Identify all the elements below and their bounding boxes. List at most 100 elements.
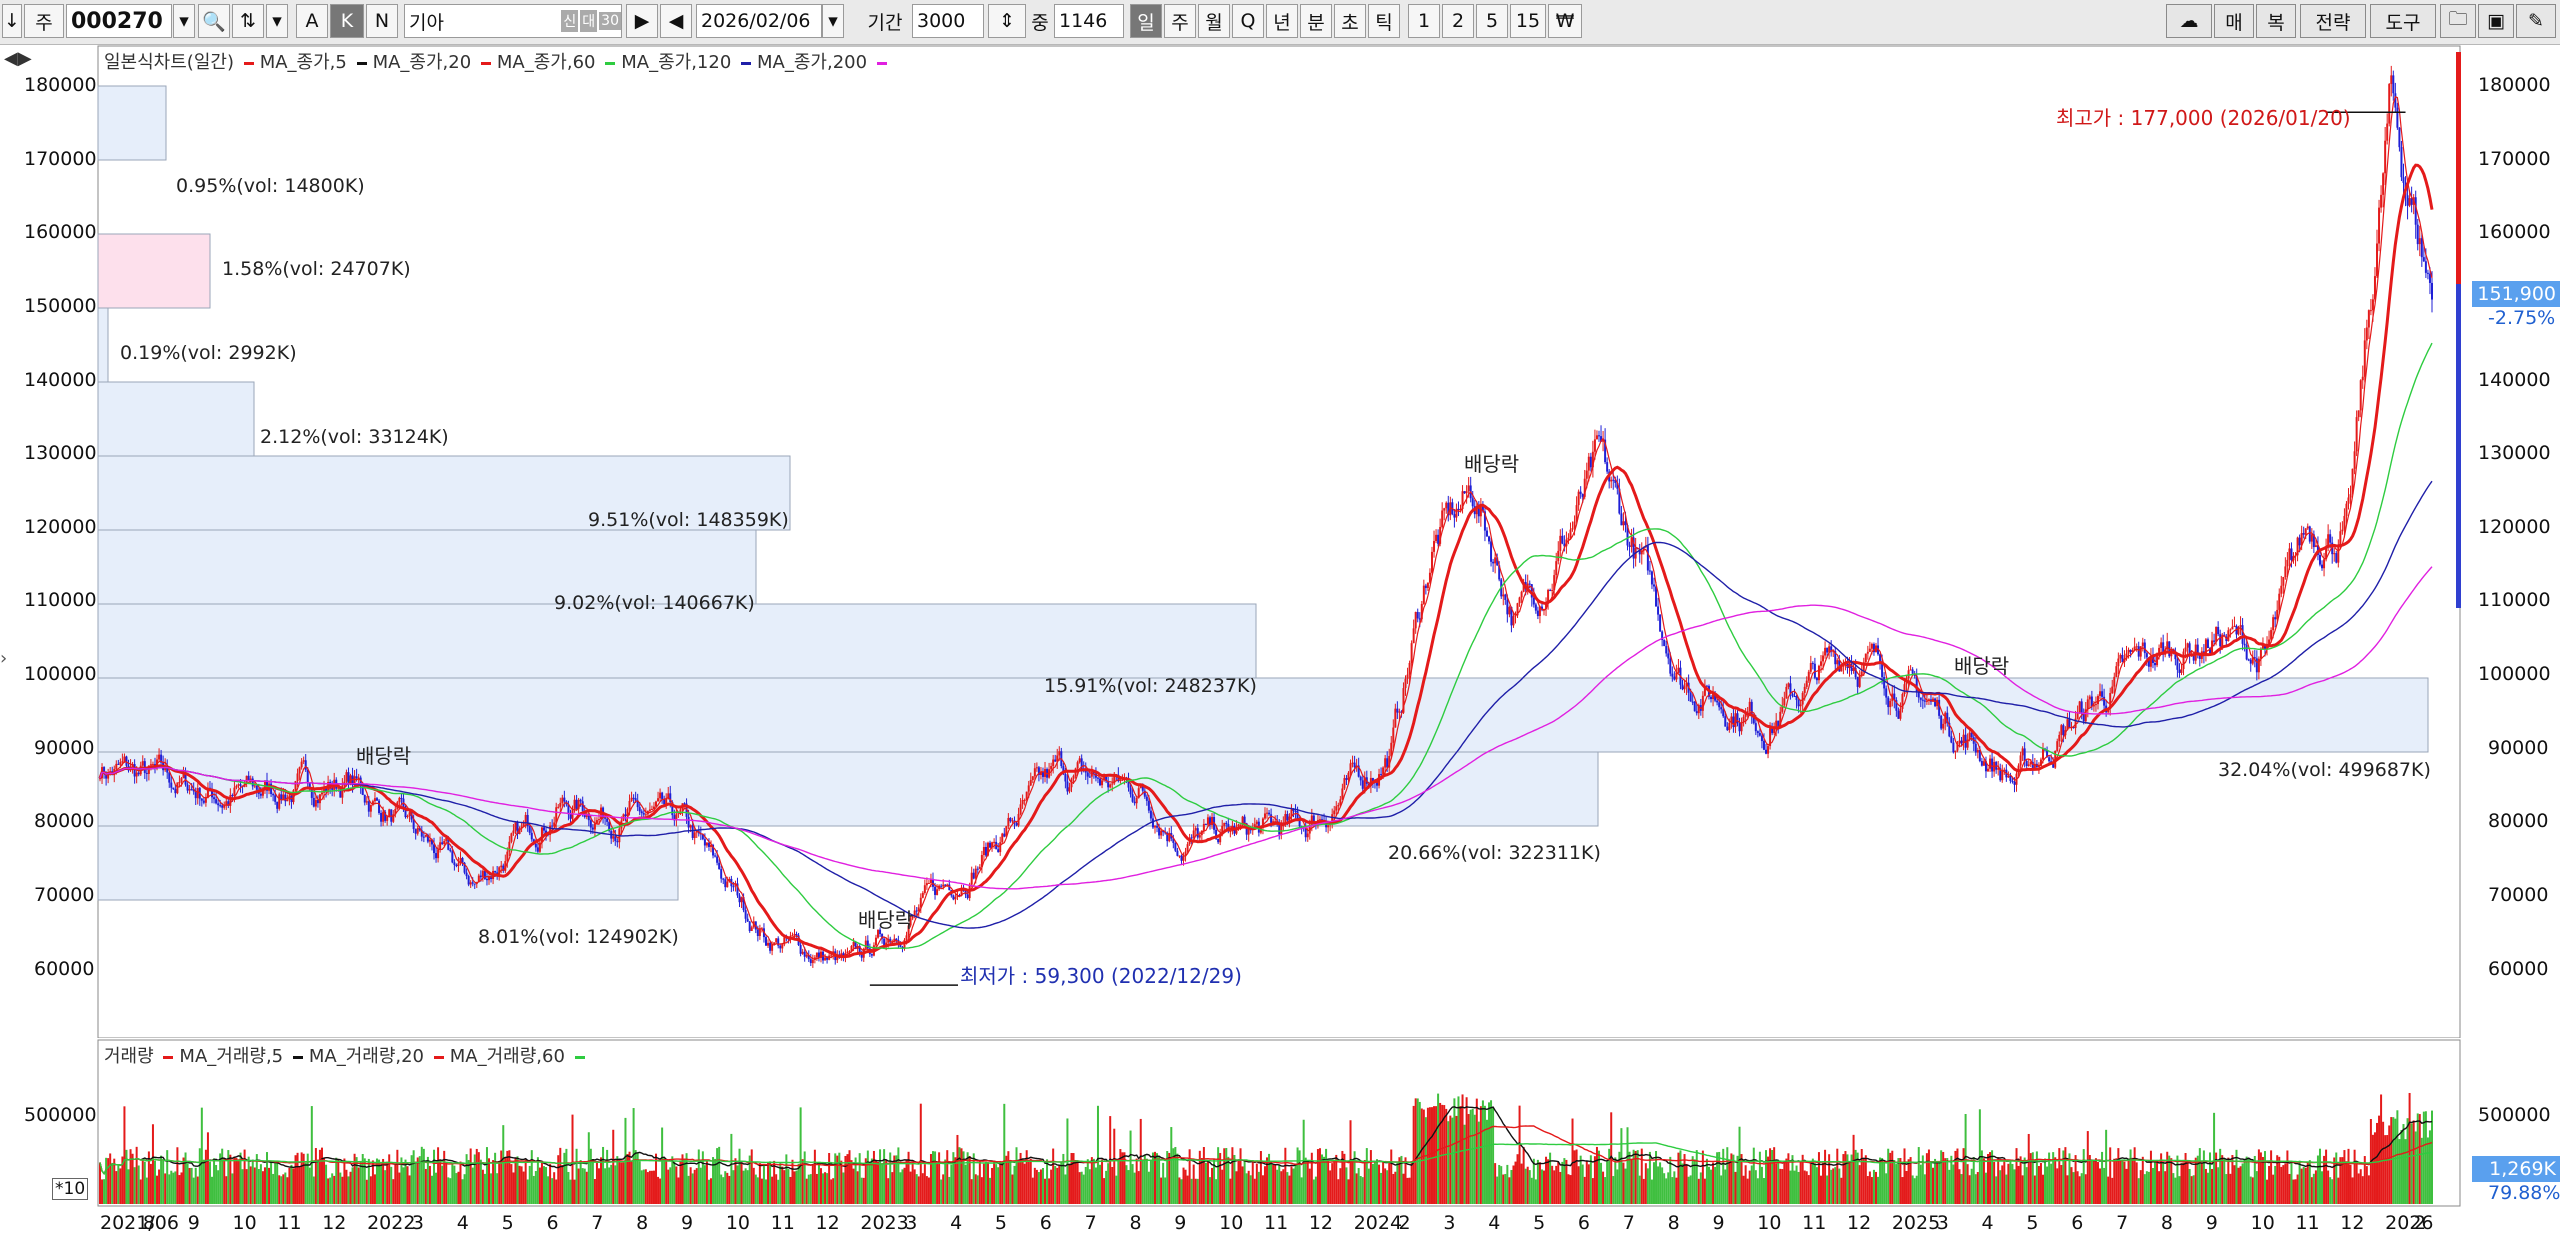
volume-bar xyxy=(1402,1173,1405,1204)
volume-bar xyxy=(2261,1156,2264,1204)
range-stepper[interactable]: ⇕ xyxy=(988,4,1026,38)
stock-code-dropdown[interactable]: ▾ xyxy=(173,4,195,38)
candle xyxy=(1396,701,1399,719)
candle-body xyxy=(386,816,389,821)
volume-bar xyxy=(1156,1153,1159,1204)
strategy-button[interactable]: 전략 xyxy=(2300,4,2366,38)
interval-label: 15 xyxy=(1515,10,1541,32)
currency-button[interactable]: ₩ xyxy=(1548,4,1582,38)
date-dropdown[interactable]: ▾ xyxy=(822,4,844,38)
settings-button[interactable]: ✎ xyxy=(2516,4,2556,38)
volume-bar xyxy=(1650,1179,1653,1204)
save-button[interactable]: ▣ xyxy=(2478,4,2514,38)
date-input[interactable]: 2026/02/06 xyxy=(696,4,822,38)
interval-button-5[interactable]: 5 xyxy=(1476,4,1508,38)
prev-button[interactable]: ◀ xyxy=(660,4,692,38)
candle xyxy=(414,828,417,840)
interval-button-1[interactable]: 1 xyxy=(1408,4,1440,38)
stock-code-input[interactable]: 000270 xyxy=(66,4,172,38)
candle-body xyxy=(225,801,228,806)
period-unit-button[interactable]: 주 xyxy=(24,4,64,38)
period-button-day[interactable]: 일 xyxy=(1130,4,1162,38)
period-button-tick[interactable]: 틱 xyxy=(1368,4,1400,38)
candle-body xyxy=(917,907,920,912)
open-folder-button[interactable]: 🗀 xyxy=(2440,4,2476,38)
tools-button[interactable]: 도구 xyxy=(2370,4,2436,38)
volume-bar xyxy=(1099,1164,1102,1204)
candle-body xyxy=(378,800,381,813)
cloud-button[interactable]: ☁ xyxy=(2166,4,2212,38)
range-input[interactable]: 3000 xyxy=(912,4,984,38)
volume-bar xyxy=(826,1173,829,1204)
candle-body xyxy=(1728,722,1731,731)
candle xyxy=(608,821,611,833)
back-button[interactable]: ↓ xyxy=(2,4,22,38)
y-tick-label: 70000 xyxy=(34,884,95,906)
candle-body xyxy=(1885,688,1888,698)
x-tick-label: 7 xyxy=(1084,1212,1097,1234)
volume-chart[interactable] xyxy=(0,1038,2560,1208)
interval-button-2[interactable]: 2 xyxy=(1442,4,1474,38)
volume-bar xyxy=(355,1157,358,1204)
candle xyxy=(1824,641,1827,659)
candle xyxy=(1793,688,1796,698)
count-input[interactable]: 1146 xyxy=(1054,4,1124,38)
volume-bar xyxy=(1251,1160,1254,1204)
candle xyxy=(1078,755,1081,764)
volume-bar xyxy=(1638,1175,1641,1204)
candle-body xyxy=(636,800,639,808)
volume-bar xyxy=(595,1162,598,1204)
stock-name-field[interactable]: 기아 신 대 30 xyxy=(404,4,622,38)
view-button-n[interactable]: N xyxy=(366,4,398,38)
candle xyxy=(1536,606,1539,620)
period-button-minute[interactable]: 분 xyxy=(1300,4,1332,38)
candle-body xyxy=(1204,823,1207,825)
period-button-month[interactable]: 월 xyxy=(1198,4,1230,38)
candle-body xyxy=(2039,759,2042,766)
candle-body xyxy=(2062,725,2065,736)
price-chart[interactable] xyxy=(0,44,2560,1038)
candle-body xyxy=(1946,712,1949,723)
candle-body xyxy=(852,941,855,946)
candle-body xyxy=(2308,526,2311,542)
candle-body xyxy=(1980,761,1983,766)
volume-bar xyxy=(1453,1098,1456,1204)
period-button-quarter[interactable]: Q xyxy=(1232,4,1264,38)
candle-body xyxy=(384,811,387,821)
view-button-a[interactable]: A xyxy=(296,4,328,38)
volume-bar xyxy=(1693,1159,1696,1204)
candle-body xyxy=(909,918,912,926)
period-button-second[interactable]: 초 xyxy=(1334,4,1366,38)
volume-bar xyxy=(233,1156,236,1204)
candle-body xyxy=(1402,688,1405,713)
interval-label: 2 xyxy=(1451,10,1465,32)
volume-bar xyxy=(1885,1173,1888,1204)
candle-body xyxy=(1665,646,1668,654)
candle-body xyxy=(716,856,719,863)
candle-body xyxy=(2180,669,2183,673)
candle-body xyxy=(911,916,914,919)
volume-bar xyxy=(1378,1164,1381,1204)
sort-button[interactable]: ⇅ xyxy=(232,4,264,38)
volume-bar xyxy=(1318,1148,1321,1204)
restore-button[interactable]: 복 xyxy=(2256,4,2296,38)
panel-toggle-icon[interactable]: ◀▶ xyxy=(4,48,32,69)
stock-search-button[interactable]: 🔍 xyxy=(198,4,230,38)
candle-body xyxy=(367,801,370,812)
interval-button-15[interactable]: 15 xyxy=(1510,4,1546,38)
trade-button[interactable]: 매 xyxy=(2214,4,2254,38)
volume-bar xyxy=(2194,1157,2197,1204)
period-button-year[interactable]: 년 xyxy=(1266,4,1298,38)
candle xyxy=(807,950,810,962)
collapse-handle-icon[interactable]: › xyxy=(0,648,8,669)
volume-bar xyxy=(310,1106,313,1204)
next-button[interactable]: ▶ xyxy=(626,4,658,38)
volume-bar xyxy=(644,1169,647,1204)
candle-body xyxy=(1997,768,2000,770)
sort-dropdown[interactable]: ▾ xyxy=(266,4,288,38)
period-button-week[interactable]: 주 xyxy=(1164,4,1196,38)
view-button-k[interactable]: K xyxy=(330,4,364,38)
candle xyxy=(1266,807,1269,819)
y-tick-label-right: 100000 xyxy=(2478,663,2551,685)
candle-body xyxy=(948,884,951,891)
